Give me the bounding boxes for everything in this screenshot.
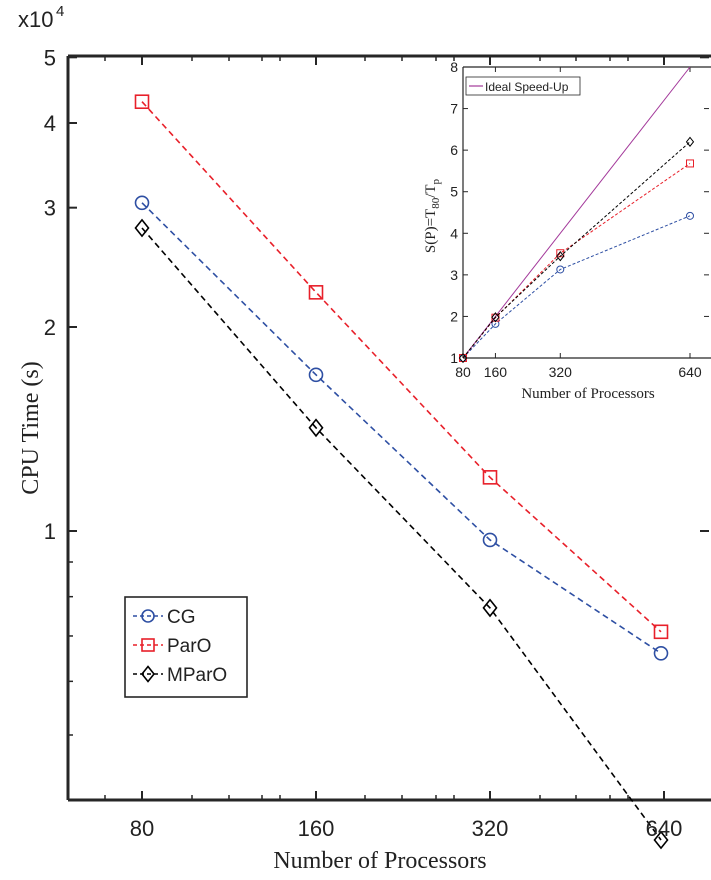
inset-data-point — [556, 250, 565, 262]
y-tick-label: 2 — [44, 315, 56, 340]
inset-y-tick-label: 3 — [450, 267, 458, 283]
legend-label: ParO — [167, 636, 211, 657]
inset-x-tick-label: 80 — [455, 364, 471, 380]
inset-y-tick-label: 7 — [450, 101, 458, 117]
inset-y-tick-label: 1 — [450, 350, 458, 366]
svg-text:S(P)=T80/Tp: S(P)=T80/Tp — [423, 178, 442, 253]
inset-ylabel-main: S(P)=T — [423, 209, 439, 253]
y-axis-label: CPU Time (s) — [18, 361, 44, 494]
inset-y-tick-label: 8 — [450, 59, 458, 75]
inset-data-point — [685, 136, 695, 148]
data-point-mparo — [134, 218, 150, 238]
data-point-paro — [134, 94, 150, 110]
series-line-mparo — [141, 227, 662, 841]
data-point-cg — [134, 195, 150, 211]
y-exponent-power: 4 — [56, 3, 64, 20]
inset-x-tick-label: 320 — [549, 364, 573, 380]
inset-y-axis-label: S(P)=T80/Tp — [423, 178, 442, 253]
inset-data-point — [556, 265, 565, 274]
inset-y-tick-label: 5 — [450, 184, 458, 200]
inset-plot-series — [458, 66, 695, 364]
x-tick-label: 80 — [130, 816, 154, 841]
legend-marker — [141, 638, 155, 652]
y-exponent-base: x10 — [18, 7, 53, 32]
inset-data-point — [686, 159, 694, 168]
series-line-cg — [141, 202, 662, 654]
data-point-mparo — [482, 598, 498, 618]
inset-legend: Ideal Speed-Up — [465, 76, 581, 96]
data-point-paro — [653, 624, 669, 640]
inset-y-tick-label: 6 — [450, 142, 458, 158]
legend-marker — [140, 665, 156, 683]
y-tick-label: 1 — [44, 519, 56, 544]
data-point-paro — [308, 285, 324, 300]
inset-data-point — [491, 312, 500, 323]
data-point-paro — [482, 470, 498, 485]
main-legend: CG ParO MParO — [124, 596, 248, 698]
inset-legend-box — [465, 76, 581, 96]
inset-y-tick-label: 4 — [450, 225, 458, 241]
legend-label: MParO — [167, 665, 227, 686]
y-tick-label: 4 — [44, 111, 56, 136]
y-tick-label: 3 — [44, 196, 56, 221]
main-plot-text: x10 4 Number of Processors CPU Time (s) … — [18, 3, 682, 874]
legend-label: CG — [167, 607, 196, 628]
inset-series-line — [462, 141, 691, 359]
inset-ylabel-sub1: 80 — [430, 197, 442, 209]
x-tick-label: 160 — [298, 816, 335, 841]
inset-data-point — [686, 211, 694, 220]
data-point-cg — [482, 532, 498, 548]
inset-data-point — [491, 319, 500, 328]
x-tick-label: 320 — [472, 816, 509, 841]
inset-x-axis-label: Number of Processors — [521, 386, 654, 402]
y-tick-label: 5 — [44, 45, 56, 70]
inset-series-line — [462, 215, 691, 359]
inset-plot-text: Number of Processors S(P)=T80/Tp 1234567… — [423, 59, 702, 402]
inset-y-tick-label: 2 — [450, 308, 458, 324]
inset-data-point — [458, 352, 468, 364]
data-point-cg — [308, 367, 324, 383]
x-tick-label: 640 — [646, 816, 683, 841]
inset-x-tick-label: 640 — [678, 364, 702, 380]
legend-box — [124, 596, 248, 698]
inset-plot-axes — [462, 66, 711, 359]
main-plot-series — [134, 94, 669, 850]
x-axis-label: Number of Processors — [273, 848, 486, 874]
inset-ylabel-mid: /T — [423, 184, 439, 197]
legend-marker — [141, 609, 155, 623]
series-line-paro — [141, 101, 662, 633]
data-point-mparo — [653, 830, 669, 850]
inset-series-line — [462, 66, 691, 359]
inset-x-tick-label: 160 — [484, 364, 508, 380]
inset-background — [463, 67, 711, 358]
data-point-mparo — [308, 418, 324, 438]
main-plot-axes — [66, 54, 711, 802]
data-point-cg — [653, 645, 669, 661]
inset-legend-label: Ideal Speed-Up — [485, 80, 569, 94]
inset-ylabel-sub2: p — [430, 178, 442, 184]
